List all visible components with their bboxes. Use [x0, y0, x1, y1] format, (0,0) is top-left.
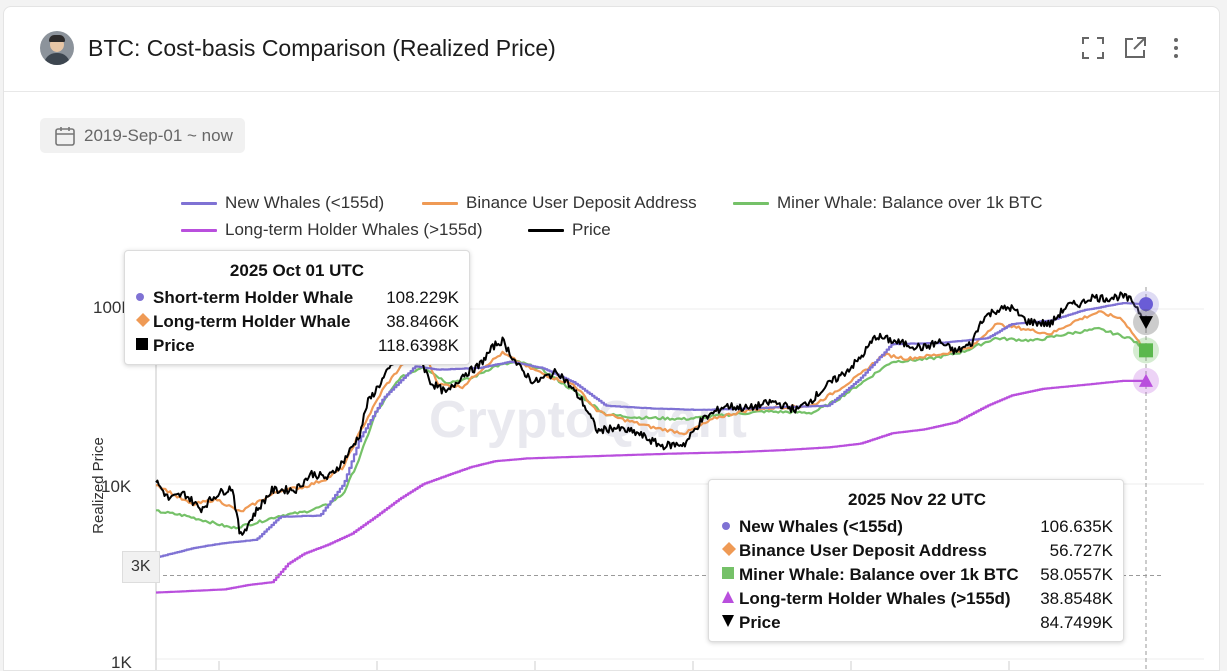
tooltip-oct-01: 2025 Oct 01 UTC Short-term Holder Whale …	[124, 250, 470, 365]
legend-swatch	[422, 201, 458, 205]
author-avatar[interactable]	[40, 31, 74, 65]
series-line-price	[155, 291, 1147, 536]
diamond-marker-icon	[135, 312, 153, 333]
diamond-marker-icon	[721, 541, 739, 562]
tooltip-row-value: 56.727K	[1049, 541, 1113, 560]
tooltip-nov-22: 2025 Nov 22 UTC New Whales (<155d) 106.6…	[708, 479, 1124, 642]
avatar-hair	[49, 35, 65, 42]
square-marker-icon	[135, 336, 153, 356]
dot-marker-icon	[721, 517, 739, 537]
date-range-label: 2019-Sep-01 ~ now	[84, 125, 233, 145]
fullscreen-icon[interactable]	[1080, 35, 1106, 61]
y-tick-label: 100K	[93, 298, 133, 317]
marker-new-whales	[1139, 297, 1153, 312]
card-header: BTC: Cost-basis Comparison (Realized Pri…	[4, 7, 1219, 92]
date-range-chip[interactable]: 2019-Sep-01 ~ now	[40, 118, 245, 153]
crosshair-y-label: 3K	[122, 551, 160, 583]
marker-price	[1139, 316, 1153, 330]
legend-swatch	[181, 228, 217, 232]
legend-swatch	[733, 201, 769, 205]
plot-area[interactable]: CryptoQuant	[4, 7, 1219, 670]
tooltip-row: Long-term Holder Whale 38.8466K	[135, 310, 459, 334]
tooltip-row: Price 84.7499K	[721, 611, 1113, 635]
tooltip-row-label: Price	[739, 613, 781, 632]
y-tick-label: 1K	[111, 653, 132, 671]
y-tick-label: 10K	[101, 477, 132, 496]
series-line-new-whales	[156, 302, 1148, 559]
tooltip-row-label: Miner Whale: Balance over 1k BTC	[739, 565, 1019, 584]
tooltip-row-value: 38.8466K	[386, 312, 459, 331]
tooltip-row-label: New Whales (<155d)	[739, 517, 903, 536]
series-line-miner	[156, 326, 1147, 530]
legend-label: New Whales (<155d)	[225, 193, 385, 212]
tooltip-row: Long-term Holder Whales (>155d) 38.8548K	[721, 587, 1113, 611]
legend-item-miner[interactable]: Miner Whale: Balance over 1k BTC	[733, 193, 1043, 213]
legend-label: Long-term Holder Whales (>155d)	[225, 220, 483, 239]
tooltip-row: Short-term Holder Whale 108.229K	[135, 286, 459, 310]
legend-label: Miner Whale: Balance over 1k BTC	[777, 193, 1043, 212]
square-marker-icon	[721, 565, 739, 585]
tooltip-row: Miner Whale: Balance over 1k BTC 58.0557…	[721, 563, 1113, 587]
tooltip-row-label: Short-term Holder Whale	[153, 288, 354, 307]
marker-lth	[1139, 373, 1153, 387]
legend-item-price[interactable]: Price	[528, 220, 611, 240]
triangle-down-marker-icon	[721, 613, 739, 633]
legend-item-binance[interactable]: Binance User Deposit Address	[422, 193, 697, 213]
triangle-up-marker-icon	[721, 589, 739, 609]
tooltip-row-label: Long-term Holder Whale	[153, 312, 351, 331]
legend-label: Binance User Deposit Address	[466, 193, 697, 212]
more-vert-icon[interactable]	[1168, 35, 1184, 61]
tooltip-title: 2025 Nov 22 UTC	[848, 490, 986, 509]
avatar-body	[44, 53, 70, 65]
tooltip-row: New Whales (<155d) 106.635K	[721, 515, 1113, 539]
marker-miner	[1139, 343, 1153, 358]
tooltip-row-value: 84.7499K	[1040, 613, 1113, 632]
tooltip-row: Binance User Deposit Address 56.727K	[721, 539, 1113, 563]
dot-marker-icon	[135, 288, 153, 308]
calendar-icon	[55, 126, 75, 146]
legend-item-new-whales[interactable]: New Whales (<155d)	[181, 193, 384, 213]
tooltip-row-value: 58.0557K	[1040, 565, 1113, 584]
tooltip-row-label: Long-term Holder Whales (>155d)	[739, 589, 1011, 608]
tooltip-row-value: 118.6398K	[378, 336, 459, 355]
chart-title: BTC: Cost-basis Comparison (Realized Pri…	[88, 35, 556, 61]
legend-item-lth[interactable]: Long-term Holder Whales (>155d)	[181, 220, 482, 240]
tooltip-row: Price 118.6398K	[135, 334, 459, 358]
legend-swatch	[528, 228, 564, 232]
series-line-lth	[156, 379, 1146, 594]
tooltip-row-label: Binance User Deposit Address	[739, 541, 987, 560]
legend-swatch	[181, 201, 217, 205]
tooltip-title: 2025 Oct 01 UTC	[229, 261, 365, 280]
tooltip-row-value: 38.8548K	[1040, 589, 1113, 608]
tooltip-row-value: 108.229K	[386, 288, 459, 307]
tooltip-row-label: Price	[153, 336, 195, 355]
legend-label: Price	[572, 220, 611, 239]
chart-card: BTC: Cost-basis Comparison (Realized Pri…	[3, 6, 1220, 671]
tooltip-row-value: 106.635K	[1040, 517, 1113, 536]
external-link-icon[interactable]	[1122, 35, 1148, 61]
